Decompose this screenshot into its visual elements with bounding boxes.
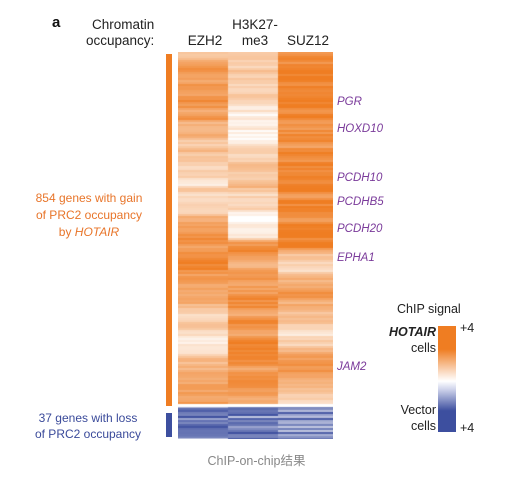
column-header-ezh2: EZH2 — [180, 33, 230, 49]
gene-label: EPHA1 — [337, 252, 375, 264]
gene-label: PCDH10 — [337, 172, 383, 184]
occupancy-title-line2: occupancy: — [86, 33, 155, 48]
gene-label: HOXD10 — [337, 123, 384, 135]
panel-letter: a — [52, 14, 61, 31]
figure-caption: ChIP-on-chip结果 — [207, 454, 306, 468]
legend-color-bar — [438, 326, 456, 432]
legend-bottom-value: +4 — [460, 421, 475, 435]
loss-group-bar — [166, 413, 172, 437]
column-header-h3k27me3: H3K27- me3 — [226, 17, 284, 49]
gene-label: PCDH20 — [337, 223, 383, 235]
gene-label: PCDHB5 — [337, 196, 384, 208]
legend-hotair-label: HOTAIR cells — [378, 324, 436, 356]
gene-label: JAM2 — [337, 361, 367, 373]
legend-title: ChIP signal — [397, 302, 461, 316]
legend-vector-label: Vector cells — [378, 402, 436, 434]
gain-label-prefix: by — [58, 225, 75, 239]
gene-label: PGR — [337, 96, 362, 108]
gain-group-bar — [166, 54, 172, 406]
legend-vector-line1: Vector — [400, 403, 436, 417]
gain-label-line2: of PRC2 occupancy — [35, 208, 143, 222]
column-header-h3k27me3-line1: H3K27- — [232, 17, 278, 32]
gain-group-label: 854 genes with gain of PRC2 occupancy by… — [18, 190, 160, 241]
column-header-suz12-text: SUZ12 — [286, 33, 330, 48]
heatmap — [178, 52, 333, 439]
gain-label-italic: HOTAIR — [74, 225, 120, 239]
occupancy-title: Chromatin occupancy: — [86, 17, 154, 49]
occupancy-title-line1: Chromatin — [92, 17, 155, 32]
loss-label-line2: of PRC2 occupancy — [34, 427, 142, 441]
legend-hotair-line2: cells — [410, 341, 436, 355]
loss-label-line1: 37 genes with loss — [38, 411, 138, 425]
legend-hotair-italic: HOTAIR — [389, 325, 436, 339]
loss-group-label: 37 genes with loss of PRC2 occupancy — [12, 410, 164, 442]
gain-label-line3: by HOTAIR — [18, 224, 160, 241]
column-header-suz12: SUZ12 — [280, 33, 336, 49]
legend-vector-line2: cells — [410, 419, 436, 433]
column-header-ezh2-text: EZH2 — [187, 33, 223, 48]
gain-label-line1: 854 genes with gain — [35, 191, 143, 205]
legend-top-value: +4 — [460, 321, 475, 335]
column-header-h3k27me3-line2: me3 — [241, 33, 269, 48]
